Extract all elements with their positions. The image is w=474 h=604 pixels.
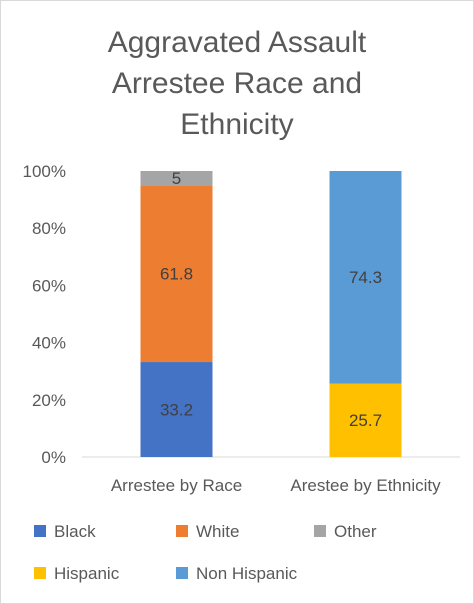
data-label-white: 61.8 <box>160 265 193 284</box>
y-tick-label: 0% <box>41 448 66 467</box>
y-tick-label: 60% <box>32 276 66 295</box>
data-label-other: 5 <box>172 169 181 188</box>
chart-title-line-2: Arrestee Race and <box>111 67 363 100</box>
bar-segment-other <box>140 171 213 186</box>
legend-swatch-white <box>176 525 188 537</box>
data-label-non-hispanic: 74.3 <box>349 268 382 287</box>
bar-segment-hispanic <box>329 383 402 457</box>
legend-label-white: White <box>196 522 239 541</box>
chart-title: Aggravated Assault Arrestee Race and Eth… <box>0 22 474 145</box>
legend-swatch-black <box>34 525 46 537</box>
legend-label-other: Other <box>334 522 377 541</box>
legend-swatch-hispanic <box>34 567 46 579</box>
data-label-black: 33.2 <box>160 401 193 420</box>
legend-swatch-non-hispanic <box>176 567 188 579</box>
x-category-label: Arestee by Ethnicity <box>290 476 441 495</box>
chart-title-line-1: Aggravated Assault <box>107 26 367 59</box>
legend-swatch-other <box>314 525 326 537</box>
y-tick-label: 80% <box>32 219 66 238</box>
y-tick-label: 20% <box>32 391 66 410</box>
bar-segment-white <box>140 185 213 363</box>
bar-segment-non-hispanic <box>329 171 402 384</box>
y-tick-label: 100% <box>23 162 66 181</box>
bar-segment-black <box>140 362 213 457</box>
legend-label-non-hispanic: Non Hispanic <box>196 564 298 583</box>
legend-label-black: Black <box>54 522 96 541</box>
legend-label-hispanic: Hispanic <box>54 564 120 583</box>
x-category-label: Arrestee by Race <box>111 476 242 495</box>
y-tick-label: 40% <box>32 334 66 353</box>
chart-title-line-3: Ethnicity <box>180 108 294 141</box>
data-label-hispanic: 25.7 <box>349 411 382 430</box>
